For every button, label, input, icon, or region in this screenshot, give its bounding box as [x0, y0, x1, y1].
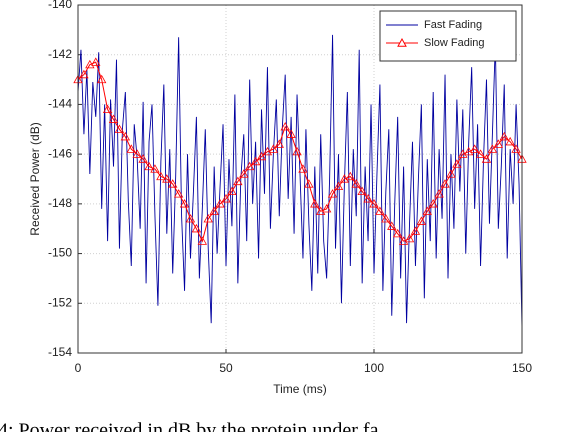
- caption: 4: Power received in dB by the protein u…: [0, 420, 379, 432]
- marker: [339, 174, 350, 183]
- marker: [233, 176, 243, 186]
- marker: [150, 164, 160, 173]
- marker: [292, 146, 302, 156]
- marker: [505, 136, 515, 146]
- marker: [410, 226, 421, 235]
- marker: [398, 236, 409, 245]
- marker: [286, 129, 296, 138]
- marker: [262, 146, 273, 156]
- marker: [191, 223, 202, 233]
- y-tick-label: -154: [48, 345, 72, 359]
- marker: [369, 199, 379, 208]
- marker: [245, 161, 255, 171]
- marker: [102, 104, 113, 113]
- marker: [268, 144, 279, 153]
- marker: [310, 199, 320, 208]
- legend-box: [379, 10, 517, 62]
- marker: [428, 199, 438, 208]
- y-tick-label: -148: [48, 196, 72, 210]
- x-tick-label: 0: [75, 361, 82, 375]
- plot-frame: [77, 4, 523, 354]
- legend-label: Slow Fading: [424, 37, 485, 49]
- marker: [351, 179, 361, 188]
- marker: [256, 151, 267, 161]
- marker: [250, 156, 261, 166]
- marker: [79, 69, 89, 79]
- marker: [209, 206, 219, 215]
- y-tick-label: -140: [48, 0, 72, 11]
- marker: [475, 149, 486, 158]
- marker: [298, 164, 308, 173]
- x-tick-label: 150: [512, 361, 532, 375]
- marker: [422, 206, 432, 215]
- marker: [416, 216, 427, 225]
- marker: [203, 213, 213, 223]
- marker: [357, 186, 367, 196]
- marker: [274, 139, 284, 148]
- marker: [185, 213, 196, 223]
- marker: [168, 179, 178, 188]
- legend-marker: [397, 37, 407, 47]
- marker: [197, 236, 207, 245]
- marker: [221, 194, 231, 203]
- marker: [215, 199, 225, 208]
- marker: [138, 154, 148, 163]
- marker: [108, 114, 119, 123]
- marker: [393, 228, 403, 238]
- marker: [173, 189, 184, 198]
- marker: [333, 181, 344, 191]
- marker: [375, 206, 385, 215]
- marker: [85, 59, 95, 69]
- marker: [179, 199, 190, 208]
- marker: [162, 174, 172, 183]
- marker: [327, 189, 338, 198]
- series-line: [77, 34, 523, 329]
- y-tick-label: -146: [48, 146, 72, 160]
- x-tick-label: 50: [219, 361, 233, 375]
- marker: [464, 146, 474, 156]
- y-tick-label: -152: [48, 295, 72, 309]
- marker: [363, 194, 373, 203]
- marker: [446, 169, 456, 178]
- marker: [304, 179, 314, 188]
- marker: [227, 186, 237, 196]
- marker: [458, 149, 468, 158]
- marker: [321, 204, 332, 213]
- marker: [239, 169, 249, 178]
- marker: [387, 221, 397, 230]
- marker: [132, 149, 142, 158]
- marker: [114, 124, 125, 133]
- marker: [481, 154, 492, 163]
- marker: [469, 144, 480, 153]
- x-tick-label: 100: [364, 361, 384, 375]
- y-tick-label: -142: [48, 47, 72, 61]
- y-tick-label: -150: [48, 246, 72, 260]
- marker: [156, 171, 166, 181]
- marker: [511, 144, 521, 153]
- marker: [97, 74, 107, 84]
- marker: [487, 144, 498, 153]
- marker: [493, 139, 503, 148]
- marker: [144, 161, 154, 171]
- marker: [452, 159, 462, 168]
- marker: [499, 131, 509, 141]
- marker: [404, 233, 415, 243]
- x-axis-label: Time (ms): [273, 382, 327, 396]
- y-tick-label: -144: [48, 97, 72, 111]
- marker: [434, 189, 444, 198]
- marker: [381, 213, 391, 223]
- y-axis-label: Received Power (dB): [28, 122, 42, 235]
- legend-label: Fast Fading: [424, 19, 482, 31]
- marker: [280, 121, 290, 131]
- marker: [126, 144, 136, 153]
- marker: [440, 179, 450, 188]
- marker: [91, 57, 101, 66]
- marker: [345, 171, 355, 181]
- marker: [316, 206, 326, 215]
- marker: [120, 131, 131, 141]
